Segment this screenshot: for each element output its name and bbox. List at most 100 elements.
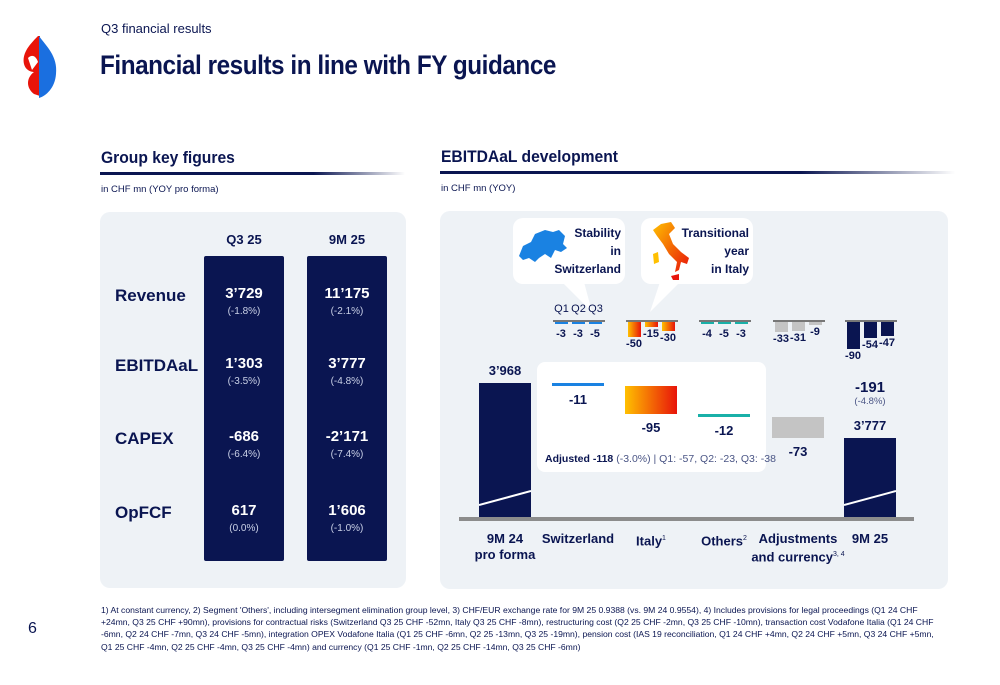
quarter-label: -5: [590, 328, 600, 340]
adjusted-detail: (-3.0%) | Q1: -57, Q2: -23, Q3: -38: [613, 453, 776, 465]
callout-text: year: [724, 244, 749, 258]
category-name: Italy: [636, 533, 663, 549]
category-label: 9M 25: [820, 531, 920, 547]
quarter-label: -9: [810, 325, 820, 338]
bar-adjustments: [772, 416, 824, 438]
value-label: 3’968: [488, 363, 522, 378]
quarter-label: -3: [736, 328, 746, 340]
page-number: 6: [28, 620, 37, 637]
quarter-label: -47: [879, 337, 895, 350]
category-label: Switzerland: [528, 531, 628, 547]
quarter-bar: [589, 322, 602, 324]
key-figures-title: Group key figures: [101, 148, 235, 167]
quarter-label: -5: [719, 328, 729, 340]
quarter-label: -90: [845, 350, 861, 362]
category-name: Adjustments: [758, 531, 838, 546]
value-label: -11: [568, 392, 588, 407]
footnote-ref: 3, 4: [832, 551, 845, 558]
q3-change: (0.0%): [229, 523, 259, 534]
q3-value: 617: [231, 502, 257, 519]
q3-column: [204, 256, 284, 561]
q3-change: (-3.5%): [227, 376, 261, 387]
quarter-bar: [809, 322, 822, 325]
callout-text: Transitional: [681, 226, 749, 240]
quarter-baseline: [553, 320, 605, 322]
quarter-bar: [718, 322, 731, 324]
total-change-pct: (-4.8%): [854, 396, 886, 407]
quarter-bar: [645, 322, 658, 327]
value-label: -95: [641, 419, 661, 435]
italy-callout: Transitional year in Italy: [641, 218, 753, 284]
quarter-baseline: [626, 320, 678, 322]
quarter-label: -30: [660, 332, 676, 344]
callout-text: Switzerland: [554, 262, 621, 276]
q3-value: -686: [228, 428, 260, 445]
bar-9m-24: [479, 383, 531, 519]
page-title: Financial results in line with FY guidan…: [100, 50, 556, 80]
9m-column: [307, 256, 387, 561]
kicker: Q3 financial results: [101, 21, 212, 36]
q3-value: 3’729: [225, 285, 263, 302]
quarter-header: Q2: [571, 303, 586, 315]
key-figures-unit: in CHF mn (YOY pro forma): [101, 184, 219, 195]
quarter-label: -33: [773, 332, 789, 345]
category-name-2: and currency: [751, 549, 833, 565]
callout-text: in: [610, 244, 621, 258]
footnote: 1) At constant currency, 2) Segment 'Oth…: [101, 605, 934, 652]
9m-value: 1’606: [328, 502, 366, 519]
quarter-header: Q1: [554, 303, 569, 315]
category-name: 9M 24: [486, 531, 524, 546]
quarter-baseline: [845, 320, 897, 322]
quarter-label: -50: [626, 338, 642, 350]
row-label: EBITDAaL: [115, 356, 199, 375]
callout-tails: [562, 282, 680, 312]
quarter-label: -3: [556, 328, 566, 340]
value-label: 3’777: [853, 418, 887, 433]
adjusted-note: Adjusted -118 (-3.0%) | Q1: -57, Q2: -23…: [545, 453, 776, 465]
category-label: Others2: [674, 531, 774, 549]
column-header: 9M 25: [328, 232, 366, 247]
9m-change: (-7.4%): [330, 449, 364, 460]
category-label: 9M 24 pro forma: [455, 531, 555, 563]
9m-change: (-2.1%): [330, 306, 364, 317]
swisscom-logo: [23, 36, 57, 98]
quarter-bar: [735, 322, 748, 324]
9m-value: 11’175: [324, 285, 370, 302]
value-label: -12: [714, 422, 734, 438]
9m-change: (-1.0%): [330, 523, 364, 534]
adjusted-box: [537, 362, 766, 472]
quarter-label: -3: [573, 328, 583, 340]
adjusted-total: Adjusted -118: [545, 453, 614, 465]
quarter-bar: [701, 322, 714, 324]
bar-9m-25: [844, 438, 896, 519]
quarter-label: -15: [643, 327, 659, 340]
category-label: Adjustments and currency3, 4: [748, 531, 848, 565]
q3-change: (-6.4%): [227, 449, 261, 460]
quarter-bar: [628, 322, 641, 337]
callout-text: Stability: [574, 226, 621, 240]
total-change: -191: [854, 379, 886, 396]
switzerland-map-icon: [519, 230, 567, 262]
bar-others: [698, 413, 750, 417]
bar-switzerland: [552, 383, 604, 387]
value-label: -73: [788, 444, 808, 459]
quarter-bar: [881, 322, 894, 337]
chart-title: EBITDAaL development: [441, 147, 618, 166]
quarter-header: Q3: [588, 303, 603, 315]
switzerland-callout: Stability in Switzerland: [513, 218, 625, 284]
row-label: OpFCF: [115, 503, 172, 522]
callout-text: in Italy: [710, 262, 749, 276]
quarter-bar: [864, 322, 877, 339]
category-name: Others: [701, 533, 743, 549]
9m-change: (-4.8%): [330, 376, 364, 387]
quarter-baseline: [773, 320, 825, 322]
quarter-label: -54: [862, 339, 878, 352]
category-name-2: pro forma: [474, 547, 536, 562]
quarter-bar: [775, 322, 788, 332]
footnote-ref: 2: [743, 535, 747, 542]
footnote-ref: 1: [662, 535, 666, 542]
divider: [440, 171, 955, 174]
divider: [100, 172, 405, 175]
chart-unit: in CHF mn (YOY): [441, 183, 516, 194]
row-label: Revenue: [115, 286, 186, 305]
